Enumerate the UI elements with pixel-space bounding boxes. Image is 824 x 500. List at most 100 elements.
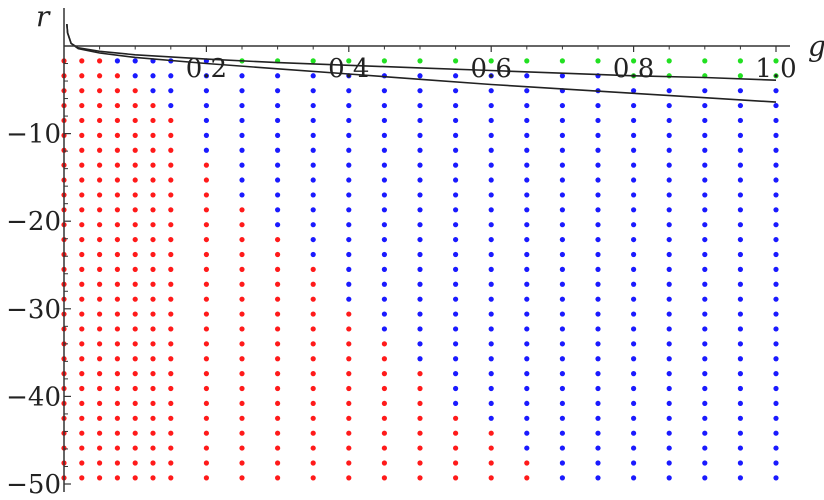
- data-point: [737, 58, 744, 64]
- data-point: [346, 296, 352, 302]
- data-point: [773, 460, 779, 466]
- data-point: [524, 400, 530, 407]
- data-point: [666, 266, 672, 272]
- data-point: [150, 296, 156, 302]
- data-point: [346, 281, 352, 287]
- data-point: [310, 73, 316, 79]
- data-point: [310, 326, 316, 332]
- data-point: [453, 58, 459, 64]
- data-point: [631, 251, 637, 258]
- data-point: [79, 326, 85, 332]
- data-point: [559, 326, 566, 332]
- data-point: [310, 311, 316, 317]
- data-point: [524, 117, 530, 124]
- data-point: [631, 281, 637, 287]
- data-point: [150, 311, 156, 317]
- boundary-curves: [66, 24, 777, 103]
- data-point: [702, 147, 708, 153]
- data-point: [239, 88, 245, 94]
- data-point: [132, 132, 138, 138]
- data-point: [97, 460, 103, 466]
- data-points: [61, 58, 779, 481]
- data-point: [150, 88, 156, 94]
- data-point: [702, 132, 708, 138]
- y-axis-ticks: −10 −20 −30 −40 −50: [6, 63, 71, 500]
- data-point: [310, 177, 316, 183]
- data-point: [524, 162, 530, 168]
- data-point: [79, 475, 85, 481]
- data-point: [97, 147, 103, 153]
- data-point: [381, 371, 387, 377]
- data-point: [97, 281, 103, 287]
- data-point: [702, 162, 708, 168]
- data-point: [417, 341, 423, 347]
- data-point: [702, 415, 708, 421]
- data-point: [381, 266, 387, 272]
- data-point: [346, 460, 352, 466]
- data-point: [524, 415, 530, 421]
- data-point: [346, 102, 352, 109]
- data-point: [631, 117, 637, 124]
- data-point: [417, 430, 423, 436]
- data-point: [346, 147, 352, 153]
- data-point: [737, 236, 744, 243]
- data-point: [559, 371, 566, 377]
- data-point: [595, 222, 601, 228]
- data-point: [666, 251, 672, 258]
- data-point: [666, 192, 672, 198]
- data-point: [310, 236, 316, 243]
- data-point: [631, 222, 637, 228]
- data-point: [346, 430, 352, 436]
- data-point: [310, 222, 316, 228]
- data-point: [168, 371, 174, 377]
- data-point: [150, 475, 156, 481]
- data-point: [737, 177, 744, 183]
- data-point: [524, 73, 530, 79]
- data-point: [132, 192, 138, 198]
- data-point: [275, 326, 281, 332]
- data-point: [150, 236, 156, 243]
- data-point: [203, 102, 209, 109]
- data-point: [79, 236, 85, 243]
- data-point: [114, 266, 120, 272]
- data-point: [275, 445, 281, 451]
- data-point: [381, 341, 387, 347]
- data-point: [559, 102, 566, 109]
- data-point: [737, 400, 744, 407]
- data-point: [524, 356, 530, 362]
- data-point: [559, 117, 566, 124]
- data-point: [79, 192, 85, 198]
- data-point: [310, 58, 316, 64]
- data-point: [631, 475, 637, 481]
- data-point: [666, 296, 672, 302]
- y-tick-label: −30: [6, 295, 61, 325]
- data-point: [114, 177, 120, 183]
- data-point: [453, 132, 459, 138]
- data-point: [132, 236, 138, 243]
- data-point: [737, 266, 744, 272]
- data-point: [97, 371, 103, 377]
- data-point: [559, 162, 566, 168]
- data-point: [310, 88, 316, 94]
- data-point: [114, 400, 120, 407]
- data-point: [203, 385, 209, 392]
- data-point: [666, 430, 672, 436]
- data-point: [381, 445, 387, 451]
- data-point: [524, 341, 530, 347]
- data-point: [381, 207, 387, 213]
- data-point: [97, 117, 103, 124]
- data-point: [132, 207, 138, 213]
- data-point: [488, 236, 494, 243]
- data-point: [346, 251, 352, 258]
- data-point: [737, 102, 744, 109]
- data-point: [346, 162, 352, 168]
- data-point: [702, 356, 708, 362]
- data-point: [453, 341, 459, 347]
- data-point: [773, 236, 779, 243]
- data-point: [346, 356, 352, 362]
- data-point: [453, 385, 459, 392]
- data-point: [559, 266, 566, 272]
- data-point: [150, 117, 156, 124]
- data-point: [275, 475, 281, 481]
- data-point: [97, 415, 103, 421]
